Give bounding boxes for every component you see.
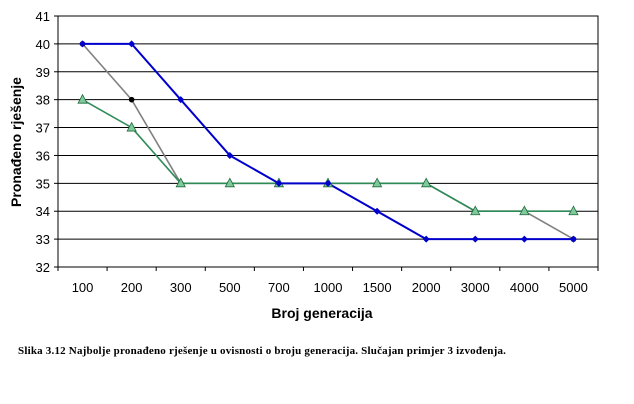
y-axis-title: Pronađeno rješenje <box>8 77 24 207</box>
x-tick-label: 4000 <box>510 280 539 295</box>
y-tick-label: 34 <box>36 204 50 219</box>
data-point <box>470 205 481 216</box>
figure-caption: Slika 3.12 Najbolje pronađeno rješenje u… <box>18 345 507 357</box>
x-tick-label: 1000 <box>314 280 343 295</box>
data-point <box>568 205 579 216</box>
y-tick-label: 35 <box>36 176 50 191</box>
x-tick-label: 3000 <box>461 280 490 295</box>
x-tick-label: 300 <box>170 280 192 295</box>
data-point <box>128 96 135 103</box>
data-point <box>226 151 234 159</box>
data-point <box>569 235 577 243</box>
data-point <box>77 93 88 104</box>
x-tick-label: 700 <box>268 280 290 295</box>
y-tick-label: 39 <box>36 65 50 80</box>
x-tick-label: 2000 <box>412 280 441 295</box>
data-point <box>128 40 136 48</box>
data-point <box>471 235 479 243</box>
x-tick-label: 500 <box>219 280 241 295</box>
data-point <box>177 96 185 104</box>
line-chart: 32 33 34 35 36 37 38 39 40 41 100 200 300 500 700 1000… <box>8 9 599 321</box>
y-tick-label: 38 <box>36 93 50 108</box>
data-point <box>224 177 235 188</box>
data-point <box>275 179 283 187</box>
data-point <box>324 179 332 187</box>
series-group <box>77 40 579 243</box>
y-tick-label: 37 <box>36 121 50 136</box>
data-point <box>422 235 430 243</box>
data-point <box>373 207 381 215</box>
x-tick-label: 1500 <box>363 280 392 295</box>
y-tick-label: 33 <box>36 232 50 247</box>
y-tick-labels: 32 33 34 35 36 37 38 39 40 41 <box>36 9 58 275</box>
data-point <box>520 235 528 243</box>
y-tick-label: 32 <box>36 260 50 275</box>
data-point <box>519 205 530 216</box>
y-tick-label: 36 <box>36 148 50 163</box>
data-point <box>421 177 432 188</box>
y-tick-label: 41 <box>36 9 50 24</box>
x-tick-labels: 100 200 300 500 700 1000 1500 2000 3000 4000 5000 <box>57 267 599 295</box>
data-point <box>126 121 137 132</box>
plot-frame <box>57 15 599 268</box>
x-tick-label: 200 <box>121 280 143 295</box>
data-point <box>371 177 383 188</box>
data-point <box>175 177 186 188</box>
x-axis-title: Broj generacija <box>271 305 372 321</box>
y-tick-label: 40 <box>36 37 50 52</box>
x-tick-label: 100 <box>72 280 94 295</box>
x-tick-label: 5000 <box>559 280 588 295</box>
data-point <box>79 40 87 48</box>
